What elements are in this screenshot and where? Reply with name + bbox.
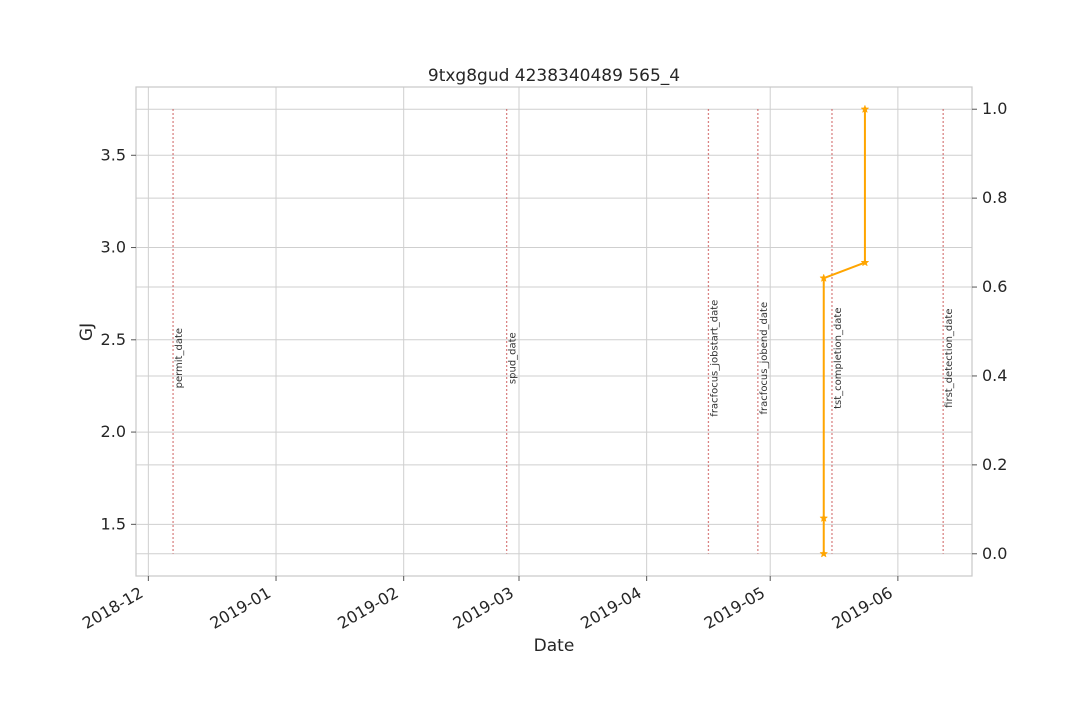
event-label: permit_date: [174, 328, 185, 388]
event-label: fracfocus_jobstart_date: [709, 300, 720, 417]
x-tick-label: 2018-12: [79, 583, 146, 633]
y-right-tick-label: 0.6: [982, 277, 1007, 296]
data-point: [860, 104, 870, 114]
y-right-tick-label: 0.0: [982, 544, 1007, 563]
x-axis-ticks: 2018-12 2019-01 2019-02 2019-03 2019-04 2019-…: [79, 576, 899, 633]
data-point: [819, 273, 829, 282]
chart-title: 9txg8gud 4238340489 565_4: [428, 66, 680, 86]
x-tick-label: 2019-04: [577, 583, 644, 633]
data-point: [819, 513, 829, 523]
x-tick-label: 2019-01: [207, 583, 274, 633]
event-label: fracfocus_jobend_date: [759, 302, 770, 415]
event-label: tst_completion_date: [833, 307, 844, 408]
data-point: [819, 549, 829, 558]
series-line: [822, 109, 866, 554]
y-left-axis-ticks: 1.5 2.0 2.5 3.0 3.5: [101, 145, 136, 533]
y-right-tick-label: 0.2: [982, 455, 1007, 474]
x-tick-label: 2019-03: [450, 583, 517, 633]
y-left-tick-label: 3.0: [101, 238, 126, 257]
plot-frame: [135, 86, 973, 577]
y-left-tick-label: 3.5: [101, 145, 126, 164]
x-axis-label: Date: [534, 636, 575, 656]
data-point: [860, 257, 870, 267]
y-left-axis-label: GJ: [77, 323, 97, 341]
y-left-tick-label: 1.5: [101, 514, 126, 533]
x-tick-label: 2019-05: [701, 583, 768, 633]
event-label: first_detection_date: [944, 309, 955, 408]
x-tick-label: 2019-06: [828, 583, 895, 633]
y-right-tick-label: 0.4: [982, 366, 1007, 385]
y-left-tick-label: 2.0: [101, 422, 126, 441]
event-label: spud_date: [508, 332, 519, 384]
y-right-axis-ticks: 0.0 0.2 0.4 0.6 0.8 1.0: [972, 99, 1007, 563]
x-tick-label: 2019-02: [334, 583, 401, 633]
series-group: [819, 104, 870, 558]
y-right-tick-label: 0.8: [982, 188, 1007, 207]
y-left-tick-label: 2.5: [101, 330, 126, 349]
event-lines: permit_date spud_date fracfocus_jobstart_d…: [172, 109, 955, 554]
y-right-tick-label: 1.0: [982, 99, 1007, 118]
grid: [136, 87, 972, 576]
